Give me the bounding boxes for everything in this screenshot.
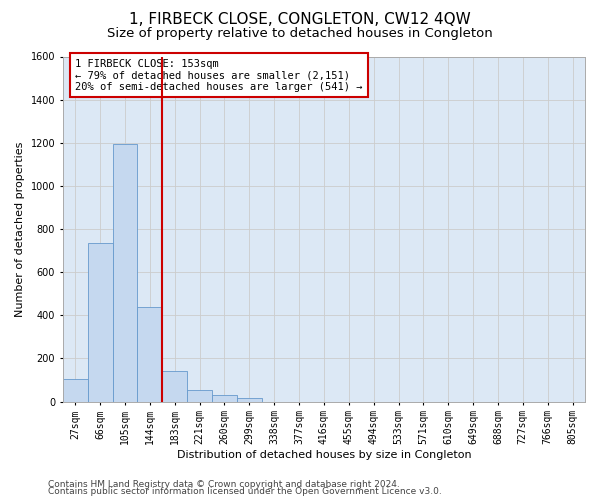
Bar: [137, 306, 162, 402]
Bar: [212, 394, 237, 402]
Text: 1 FIRBECK CLOSE: 153sqm
← 79% of detached houses are smaller (2,151)
20% of semi: 1 FIRBECK CLOSE: 153sqm ← 79% of detache…: [75, 58, 363, 92]
Bar: [63, 379, 88, 402]
X-axis label: Distribution of detached houses by size in Congleton: Distribution of detached houses by size …: [176, 450, 471, 460]
Text: 1, FIRBECK CLOSE, CONGLETON, CW12 4QW: 1, FIRBECK CLOSE, CONGLETON, CW12 4QW: [129, 12, 471, 28]
Text: Contains HM Land Registry data © Crown copyright and database right 2024.: Contains HM Land Registry data © Crown c…: [48, 480, 400, 489]
Bar: [187, 390, 212, 402]
Text: Size of property relative to detached houses in Congleton: Size of property relative to detached ho…: [107, 28, 493, 40]
Text: Contains public sector information licensed under the Open Government Licence v3: Contains public sector information licen…: [48, 488, 442, 496]
Bar: [237, 398, 262, 402]
Bar: [162, 372, 187, 402]
Bar: [113, 144, 137, 402]
Y-axis label: Number of detached properties: Number of detached properties: [15, 142, 25, 316]
Bar: [88, 243, 113, 402]
